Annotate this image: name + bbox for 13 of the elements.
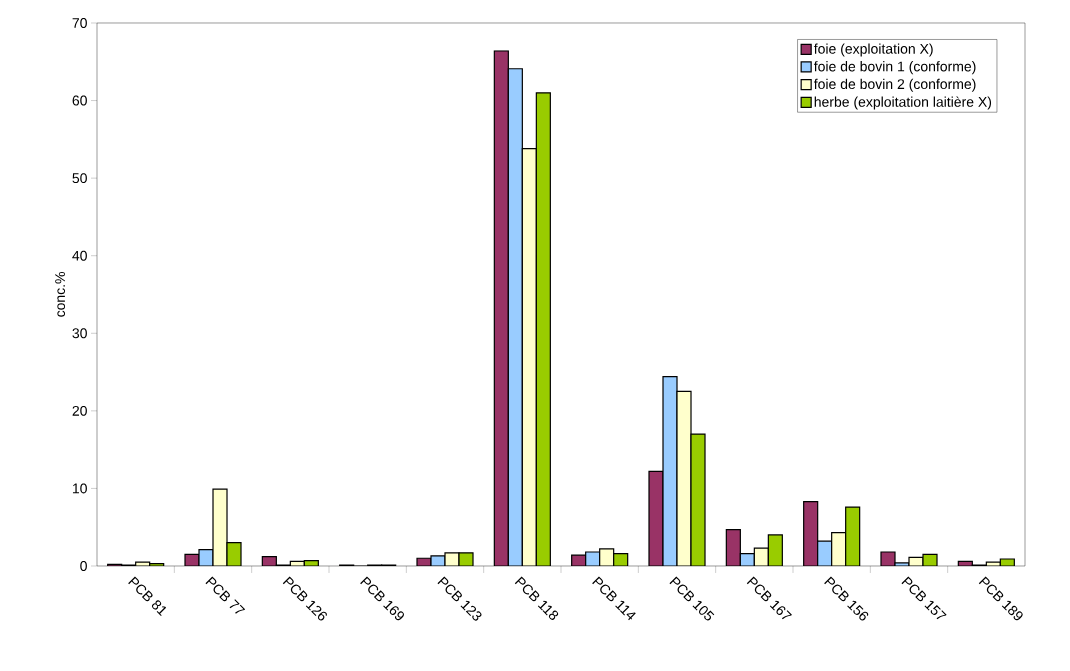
y-tick-label: 40 [72,250,87,261]
y-tick-label: 60 [72,95,87,106]
y-tick-label: 30 [72,328,87,339]
y-tick-label: 50 [72,173,87,184]
legend-label: foie de bovin 2 (conforme) [813,78,976,92]
legend-label: foie (exploitation X) [813,43,933,57]
y-tick-label: 20 [72,405,87,416]
legend-label: foie de bovin 1 (conforme) [813,61,976,75]
legend-label: herbe (exploitation laitière X) [814,96,992,110]
y-tick-label: 70 [72,18,87,28]
y-tick-label: 10 [72,483,87,494]
y-tick-label: 0 [80,561,87,571]
y-axis-title: conc.% [55,272,66,317]
